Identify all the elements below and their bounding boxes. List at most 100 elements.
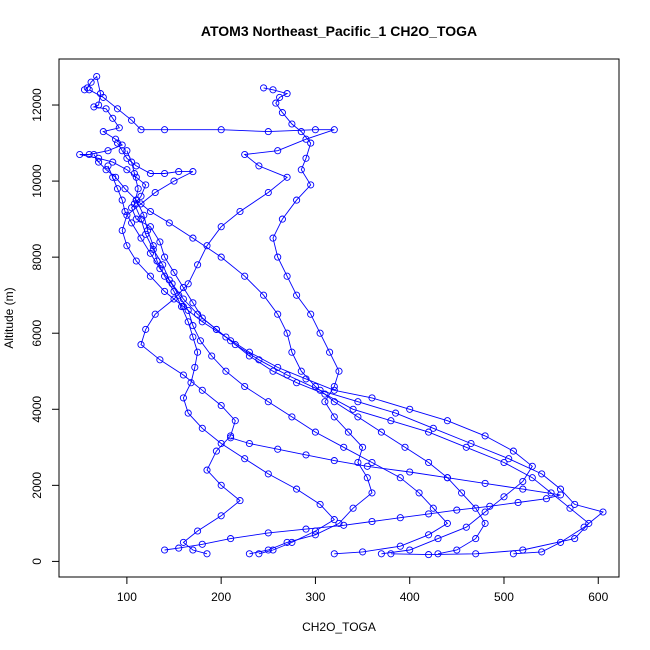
series-line (164, 437, 561, 551)
data-point (146, 169, 154, 178)
data-point (217, 401, 225, 410)
data-point (288, 538, 296, 546)
data-point (283, 329, 291, 337)
data-point (293, 196, 301, 204)
series-line (107, 165, 604, 555)
data-point (90, 150, 98, 159)
x-tick-label: 500 (494, 590, 514, 604)
data-point (83, 84, 91, 92)
data-point (500, 493, 508, 501)
series-line (93, 154, 486, 555)
data-point (307, 139, 315, 147)
data-point (217, 126, 225, 134)
plot-frame (58, 58, 620, 578)
data-point (330, 386, 338, 394)
data-point (255, 550, 263, 558)
data-point (321, 398, 329, 406)
series-line (126, 150, 449, 555)
data-point (90, 103, 98, 111)
data-point (288, 348, 296, 356)
data-point (330, 382, 338, 391)
data-point (283, 90, 291, 98)
data-point (128, 158, 136, 166)
data-point (208, 352, 216, 360)
series-layer (76, 72, 607, 559)
data-point (307, 181, 315, 189)
data-point (99, 128, 107, 136)
data-point (123, 166, 131, 174)
series-6 (104, 162, 607, 558)
data-point (212, 447, 220, 455)
data-point (283, 272, 291, 280)
data-point (556, 491, 565, 499)
data-point (481, 432, 489, 440)
data-point (425, 551, 433, 559)
data-point (184, 318, 192, 326)
data-point (326, 348, 334, 356)
data-point (311, 382, 319, 391)
data-point (486, 502, 494, 510)
data-point (443, 519, 451, 527)
data-point (316, 329, 324, 337)
data-point (415, 489, 423, 497)
data-point (161, 169, 169, 178)
data-point (354, 458, 362, 467)
series-line (117, 142, 533, 555)
data-point (118, 226, 126, 235)
data-point (542, 495, 550, 503)
data-point (198, 386, 206, 394)
data-point (401, 443, 409, 451)
data-point (368, 517, 376, 526)
data-point (340, 521, 348, 529)
data-point (330, 457, 338, 465)
data-point (179, 538, 187, 546)
data-point (121, 207, 129, 216)
data-point (142, 325, 150, 333)
data-point (231, 341, 239, 349)
series-line (79, 75, 590, 556)
data-point (330, 413, 338, 421)
data-point (406, 468, 414, 476)
data-point (514, 498, 522, 507)
data-point (109, 114, 117, 122)
data-point (76, 150, 84, 159)
data-point (269, 234, 277, 242)
data-point (184, 280, 192, 288)
x-tick-label: 200 (211, 590, 231, 604)
data-point (109, 158, 117, 166)
data-point (453, 546, 461, 554)
data-point (269, 546, 277, 554)
data-point (472, 550, 480, 558)
data-point (132, 257, 140, 265)
data-point (170, 295, 178, 303)
data-point (217, 481, 225, 489)
data-point (377, 428, 385, 436)
data-point (227, 434, 235, 442)
data-point (392, 409, 400, 417)
data-point (538, 470, 546, 478)
data-point (387, 417, 395, 425)
y-axis-label: Altitude (m) (2, 287, 16, 348)
data-point (161, 546, 169, 554)
series-3 (245, 84, 376, 558)
data-point (184, 306, 192, 314)
data-point (288, 413, 296, 421)
data-point (194, 348, 202, 356)
data-point (406, 405, 414, 413)
data-point (137, 234, 145, 242)
data-point (194, 527, 202, 535)
data-point (112, 173, 120, 181)
data-point (115, 124, 123, 132)
x-axis: 100 200 300 400 500 600 (117, 576, 609, 604)
data-point (302, 525, 310, 533)
data-point (123, 211, 131, 219)
data-point (321, 390, 329, 398)
data-point (99, 93, 107, 101)
data-point (311, 126, 319, 134)
data-point (217, 223, 225, 231)
data-point (434, 535, 442, 543)
data-point (142, 181, 150, 189)
data-point (481, 508, 489, 516)
data-point (260, 84, 268, 92)
data-point (368, 489, 376, 497)
